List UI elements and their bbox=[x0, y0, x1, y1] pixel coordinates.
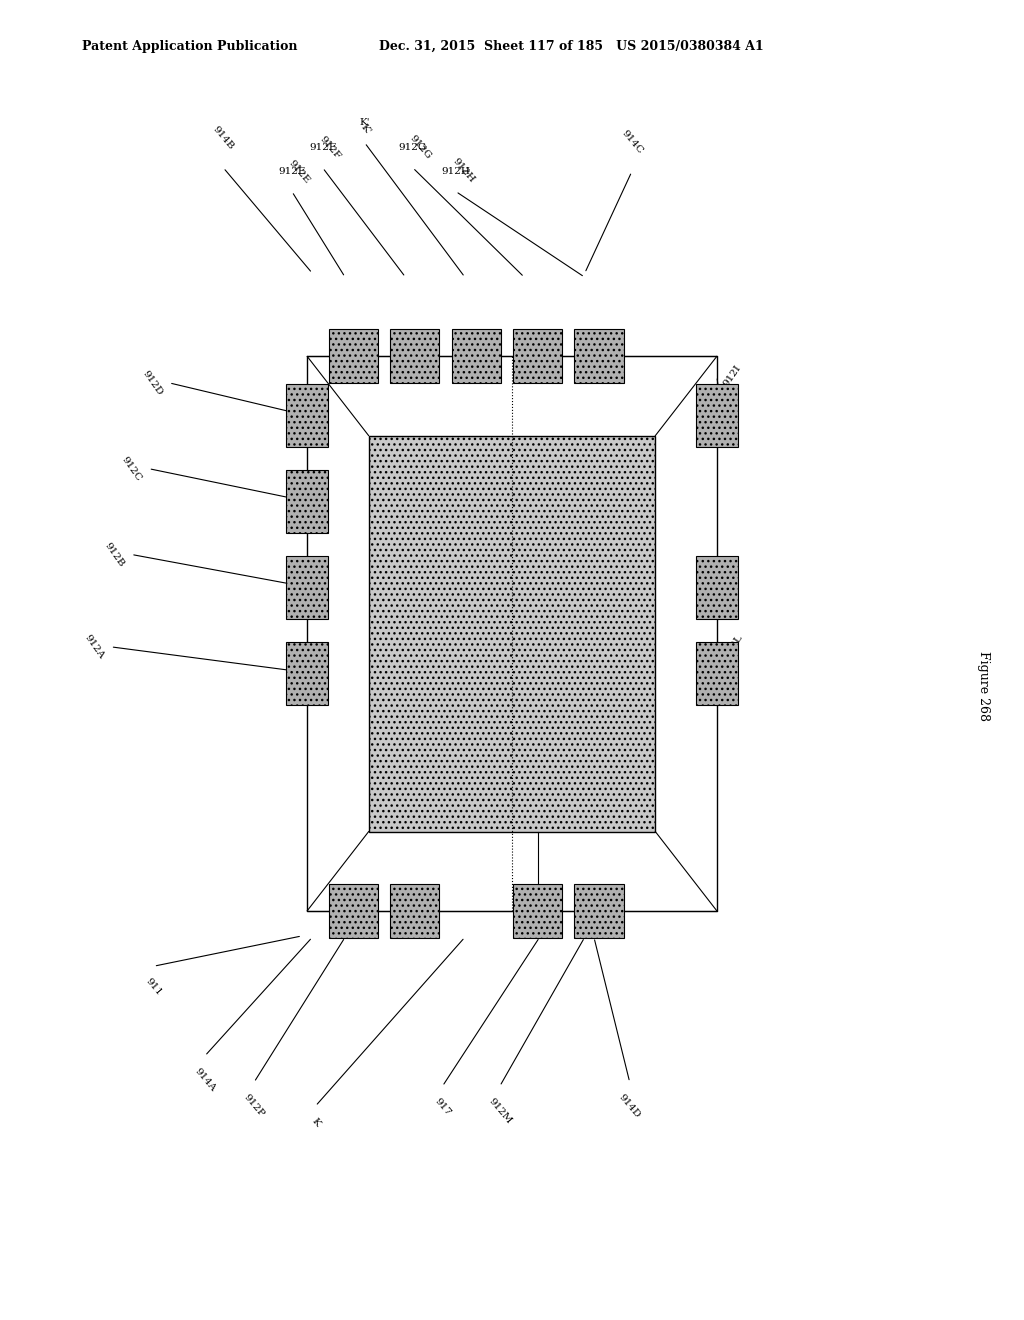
Bar bbox=[390, 330, 439, 383]
Bar bbox=[696, 642, 737, 705]
Text: 912C: 912C bbox=[120, 454, 143, 483]
Bar bbox=[696, 556, 737, 619]
Bar bbox=[390, 884, 439, 937]
Bar bbox=[369, 436, 655, 832]
Bar bbox=[513, 330, 562, 383]
Bar bbox=[513, 884, 562, 937]
Text: Figure 268: Figure 268 bbox=[977, 651, 989, 722]
Text: 914D: 914D bbox=[617, 1093, 642, 1121]
Bar bbox=[287, 642, 328, 705]
Text: K': K' bbox=[359, 123, 373, 136]
Bar bbox=[287, 384, 328, 447]
Text: 912F: 912F bbox=[317, 135, 342, 161]
Bar bbox=[574, 330, 624, 383]
Text: 912E: 912E bbox=[287, 158, 311, 185]
Text: 912H: 912H bbox=[451, 157, 476, 185]
Text: 912D: 912D bbox=[140, 368, 164, 397]
Text: 912M: 912M bbox=[486, 1097, 513, 1126]
Bar bbox=[452, 330, 501, 383]
Text: 917: 917 bbox=[432, 1097, 453, 1118]
Text: 912G: 912G bbox=[398, 143, 427, 152]
Bar bbox=[287, 556, 328, 619]
Bar bbox=[696, 384, 737, 447]
Text: 914B: 914B bbox=[211, 125, 236, 152]
Text: Patent Application Publication: Patent Application Publication bbox=[82, 40, 297, 53]
Text: 912B: 912B bbox=[102, 541, 126, 568]
Bar bbox=[329, 330, 378, 383]
Text: 911: 911 bbox=[143, 977, 164, 998]
Text: Dec. 31, 2015  Sheet 117 of 185   US 2015/0380384 A1: Dec. 31, 2015 Sheet 117 of 185 US 2015/0… bbox=[379, 40, 764, 53]
Text: 912H: 912H bbox=[441, 166, 470, 176]
Text: 912I: 912I bbox=[722, 364, 743, 388]
Text: 914A: 914A bbox=[193, 1067, 217, 1093]
Text: 912F: 912F bbox=[309, 143, 336, 152]
Bar bbox=[574, 884, 624, 937]
Text: 912L: 912L bbox=[722, 634, 744, 660]
Bar bbox=[307, 356, 717, 911]
Bar bbox=[287, 470, 328, 533]
Text: 912G: 912G bbox=[408, 133, 432, 161]
Text: 912A: 912A bbox=[82, 634, 105, 660]
Text: 912E: 912E bbox=[279, 166, 305, 176]
Text: K': K' bbox=[359, 117, 370, 127]
Text: 912P: 912P bbox=[242, 1093, 266, 1119]
Text: K: K bbox=[309, 1117, 322, 1129]
Bar bbox=[329, 884, 378, 937]
Text: 914C: 914C bbox=[620, 128, 644, 156]
